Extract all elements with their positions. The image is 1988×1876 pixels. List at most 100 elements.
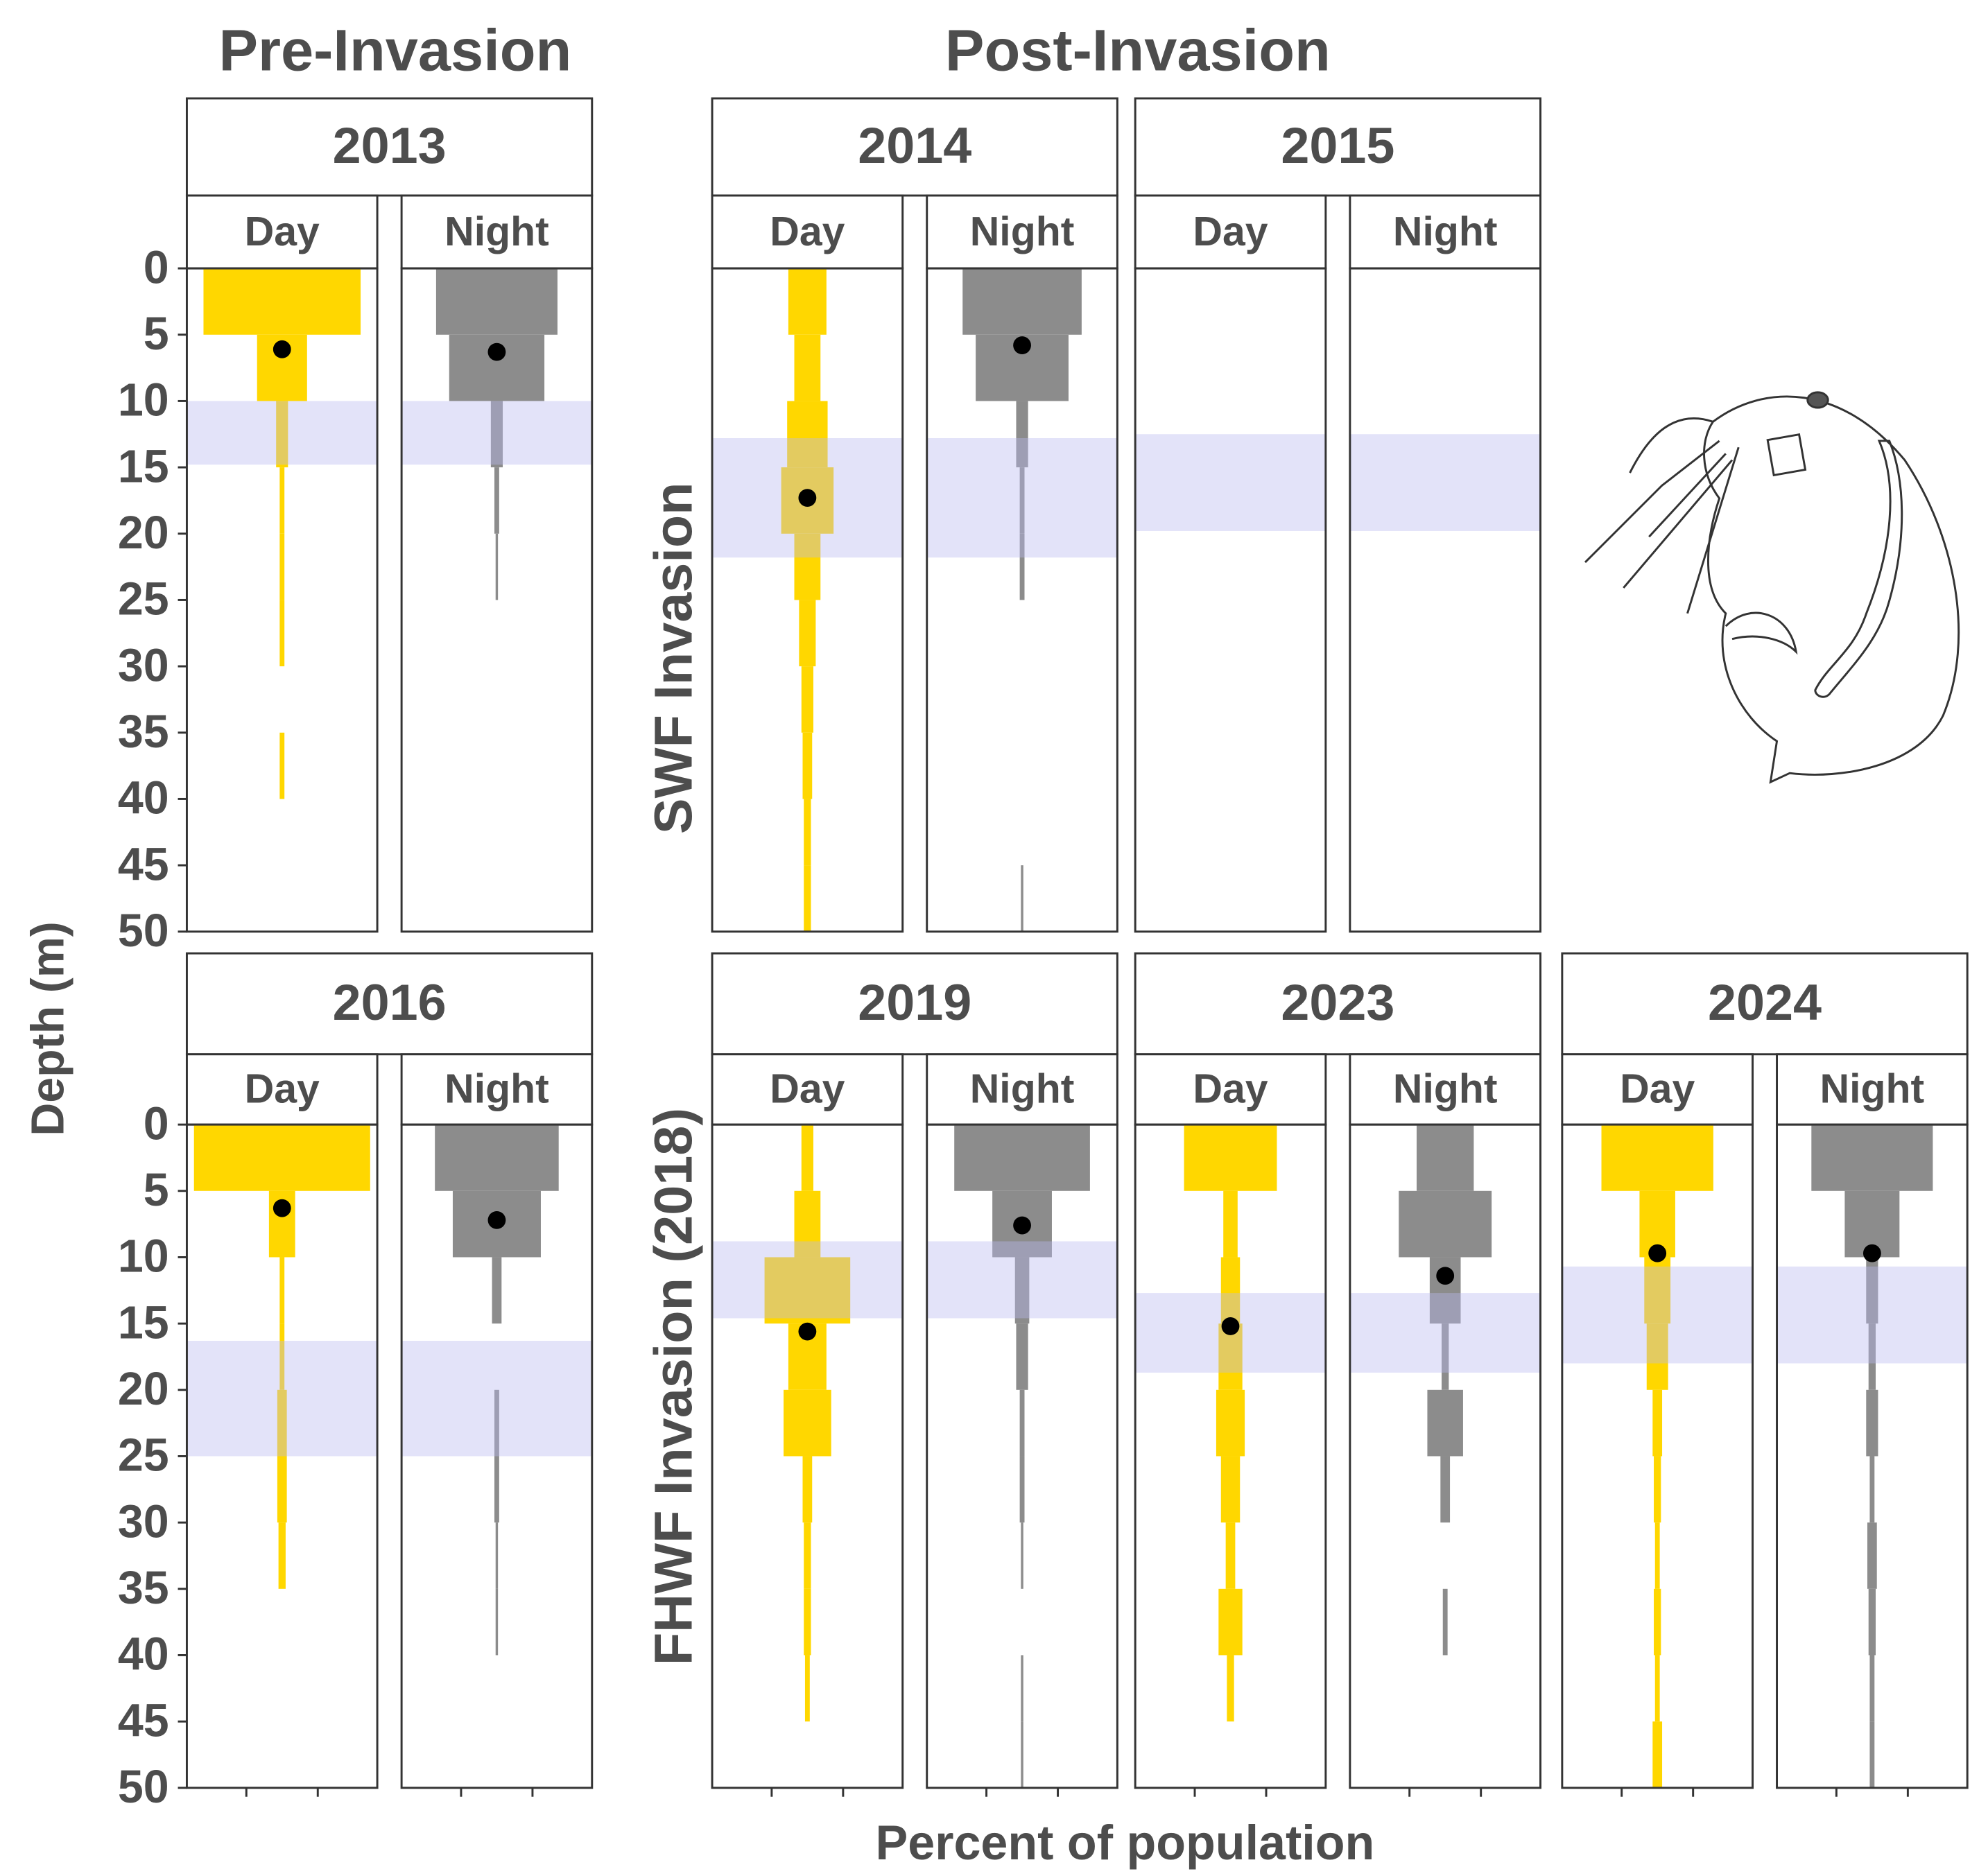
y-tick-label: 5 — [144, 1165, 169, 1216]
period-label: Day — [1193, 209, 1268, 254]
y-axis-label: Depth (m) — [23, 921, 74, 1136]
kite-segment — [1442, 1323, 1449, 1390]
y-tick-label: 20 — [118, 507, 169, 559]
mean-depth — [1436, 1267, 1455, 1285]
period-label: Day — [245, 209, 320, 254]
kite-segment — [279, 533, 285, 600]
period-strip — [185, 194, 379, 270]
kite-segment — [1869, 1456, 1875, 1523]
kite-segment — [435, 1124, 559, 1191]
mean-depth — [1648, 1244, 1667, 1262]
panel-border — [1561, 1123, 1754, 1789]
kite-segment — [193, 1124, 370, 1191]
kite-segment — [494, 467, 499, 534]
y-tick-label: 45 — [118, 839, 169, 890]
period-strip — [400, 1053, 594, 1126]
y-tick-label: 0 — [144, 1098, 169, 1149]
row-label: FHWF Invasion (2018) — [644, 1108, 704, 1665]
kite-segment — [1216, 1389, 1245, 1457]
y-tick-label: 35 — [118, 1563, 169, 1614]
kite-segment — [1646, 1323, 1668, 1390]
kite-segment — [802, 1456, 813, 1523]
group-title: Pre-Invasion — [218, 17, 571, 83]
kite-segment — [1654, 1522, 1660, 1589]
kite-segment — [804, 1522, 811, 1589]
kite-segment — [1652, 1721, 1663, 1788]
kite-segment — [1427, 1389, 1463, 1457]
year-strip — [1561, 952, 1969, 1056]
kite-segment — [1866, 1257, 1878, 1324]
kite-segment — [1021, 1522, 1023, 1589]
kite-segment — [801, 1124, 813, 1191]
depth-band — [712, 1241, 903, 1319]
depth-band — [1562, 1266, 1753, 1364]
kite-segment — [1652, 1389, 1663, 1457]
mean-depth — [798, 1322, 817, 1341]
panel-border — [711, 267, 904, 933]
kite-segment — [954, 1124, 1090, 1191]
y-tick-label: 50 — [118, 1762, 169, 1813]
y-tick-label: 30 — [118, 1496, 169, 1547]
period-strip — [1134, 1053, 1327, 1126]
mean-depth — [273, 1199, 291, 1217]
kite-segment — [1014, 1257, 1030, 1324]
kite-segment — [962, 268, 1082, 335]
kite-segment — [1225, 1522, 1236, 1589]
kite-segment — [203, 268, 361, 335]
group-title: Post-Invasion — [945, 17, 1331, 83]
depth-band — [187, 401, 378, 465]
kite-segment — [1220, 1257, 1241, 1324]
period-label: Night — [1393, 209, 1498, 254]
kite-segment — [494, 1456, 499, 1523]
kite-segment — [279, 732, 285, 799]
period-label: Day — [1193, 1067, 1268, 1112]
y-tick-label: 40 — [118, 1629, 169, 1680]
period-strip — [711, 1053, 904, 1126]
kite-segment — [794, 533, 821, 600]
kite-segment — [1184, 1124, 1277, 1191]
y-tick-label: 15 — [118, 1297, 169, 1348]
year-strip — [711, 952, 1118, 1056]
period-label: Night — [444, 209, 549, 254]
kite-segment — [1866, 1389, 1878, 1457]
kite-segment — [764, 1257, 851, 1324]
year-label: 2023 — [1281, 973, 1394, 1031]
daphnia-illustration — [1584, 391, 1960, 784]
kite-segment — [794, 1190, 821, 1258]
depth-band — [401, 401, 592, 465]
year-label: 2015 — [1281, 116, 1394, 174]
kite-segment — [278, 1522, 286, 1589]
kite-segment — [1811, 1124, 1933, 1191]
mean-depth — [487, 1210, 506, 1229]
kite-segment — [794, 334, 821, 401]
y-tick-label: 5 — [144, 309, 169, 360]
kite-segment — [1019, 1389, 1025, 1457]
row-label: SWF Invasion — [644, 483, 704, 834]
kite-segment — [1601, 1124, 1713, 1191]
kite-segment — [1021, 1655, 1023, 1722]
y-tick-label: 35 — [118, 706, 169, 758]
x-axis-label: Percent of population — [876, 1816, 1375, 1870]
kite-segment — [1223, 1190, 1238, 1258]
kite-segment — [1869, 1655, 1875, 1722]
kite-segment — [277, 1456, 287, 1523]
kite-segment — [804, 799, 811, 866]
period-strip — [1134, 194, 1327, 270]
panel-border — [711, 1123, 904, 1789]
depth-band — [926, 438, 1118, 558]
year-label: 2014 — [858, 116, 971, 174]
panel-border — [926, 267, 1118, 933]
y-tick-label: 20 — [118, 1364, 169, 1415]
year-strip — [1134, 97, 1541, 197]
kite-segment — [1440, 1456, 1451, 1523]
y-tick-label: 10 — [118, 1231, 169, 1283]
mean-depth — [1862, 1244, 1881, 1262]
kite-segment — [279, 1323, 285, 1390]
period-label: Night — [444, 1067, 549, 1112]
year-label: 2024 — [1708, 973, 1822, 1031]
kite-segment — [495, 533, 499, 600]
kite-segment — [1654, 1456, 1661, 1523]
mean-depth — [273, 340, 291, 358]
depth-band — [401, 1341, 592, 1457]
depth-band — [1349, 434, 1541, 531]
